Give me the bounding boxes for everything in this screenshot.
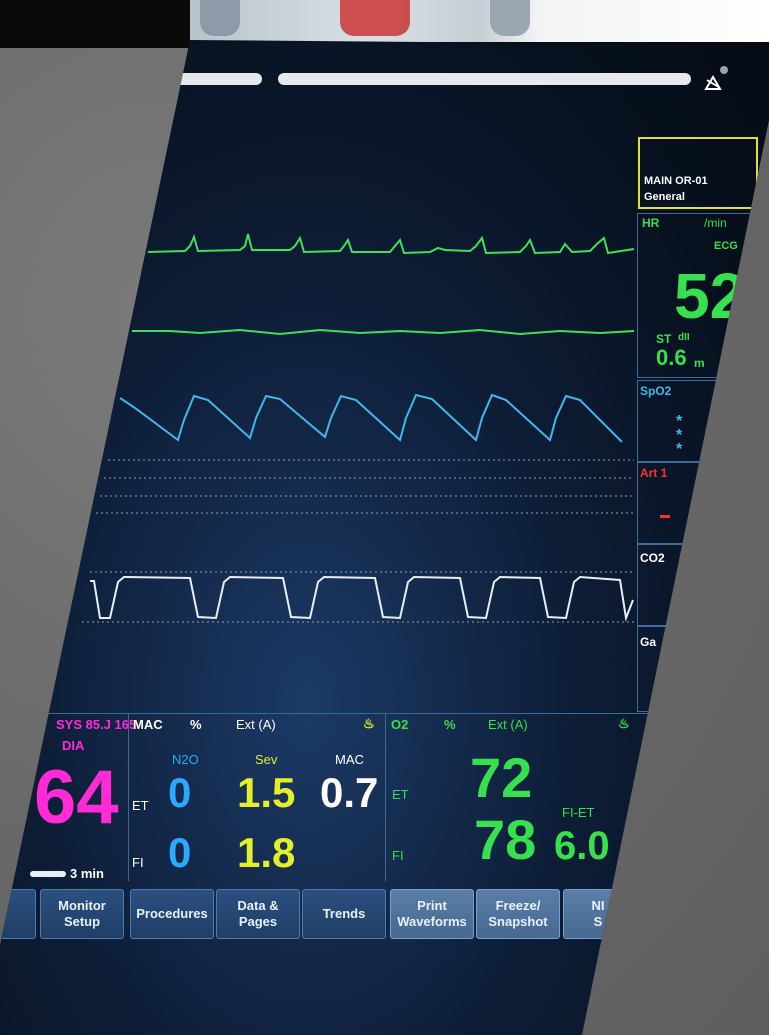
- ecg-waveform-1: [147, 233, 635, 255]
- spo2-star: *: [676, 441, 683, 458]
- sev-col-label: Sev: [255, 752, 278, 767]
- nibp-header: SYS 85.J 165: [56, 717, 137, 732]
- status-led-icon: [720, 66, 728, 74]
- equipment-tube: [200, 0, 240, 36]
- hr-unit: /min: [704, 216, 727, 230]
- fi-et-value: 6.0: [554, 824, 610, 868]
- mac-col-label: MAC: [335, 752, 364, 767]
- o2-ext: Ext (A): [488, 717, 528, 732]
- gas-label: Ga: [640, 635, 657, 649]
- st-value: 0.6: [656, 345, 687, 370]
- equipment-tube: [490, 0, 530, 36]
- o2-gas-icon: ♨: [618, 716, 630, 731]
- o2-title: O2: [391, 717, 409, 732]
- alarm-silence-icon[interactable]: [704, 74, 722, 92]
- et-n2o-value: 0: [168, 769, 192, 816]
- ecg-waveform-2: [132, 328, 635, 336]
- mac-gas-icon: ♨: [363, 716, 375, 731]
- print-waveforms-button[interactable]: Print Waveforms: [390, 889, 474, 939]
- o2-fi-row-label: FI: [392, 848, 404, 863]
- o2-et-row-label: ET: [392, 787, 409, 802]
- panel-divider: [0, 713, 769, 714]
- fi-n2o-value: 0: [168, 829, 192, 876]
- fi-et-label: FI-ET: [562, 805, 595, 820]
- nibp-interval: 3 min: [70, 866, 104, 881]
- profile-label: General: [644, 191, 685, 203]
- et-mac-value: 0.7: [320, 769, 379, 816]
- panel-divider: [128, 713, 129, 881]
- procedures-button[interactable]: Procedures: [130, 889, 214, 939]
- o2-fi-value: 78: [474, 808, 537, 871]
- art-bar-indicator: [660, 515, 670, 518]
- background-equipment-photo: [190, 0, 769, 42]
- o2-unit: %: [444, 717, 456, 732]
- mac-fi-row-label: FI: [132, 855, 144, 870]
- mac-title: MAC: [133, 717, 163, 732]
- spo2-star: *: [676, 413, 683, 430]
- spo2-label: SpO2: [640, 384, 672, 398]
- equipment-tube-red: [340, 0, 410, 36]
- nibp-dia-label: DIA: [62, 738, 85, 753]
- mac-et-row-label: ET: [132, 798, 149, 813]
- pleth-waveform: [119, 393, 623, 443]
- trends-button[interactable]: Trends: [302, 889, 386, 939]
- st-lead: dII: [678, 332, 690, 343]
- mac-unit: %: [190, 717, 202, 732]
- header-status-bar: [278, 73, 691, 85]
- panel-divider: [385, 713, 386, 881]
- hr-label: HR: [642, 216, 660, 230]
- hr-source: ECG: [714, 240, 738, 252]
- fi-sev-value: 1.8: [237, 829, 296, 876]
- freeze-snapshot-button[interactable]: Freeze/ Snapshot: [476, 889, 560, 939]
- st-unit: m: [694, 356, 705, 370]
- mac-ext: Ext (A): [236, 717, 276, 732]
- monitor-location-box[interactable]: MAIN OR-01 General: [638, 137, 758, 209]
- co2-label: CO2: [640, 551, 665, 565]
- spo2-star: *: [676, 427, 683, 444]
- st-label: ST: [656, 332, 672, 346]
- o2-et-value: 72: [470, 746, 533, 809]
- n2o-col-label: N2O: [172, 752, 199, 767]
- data-pages-button[interactable]: Data & Pages: [216, 889, 300, 939]
- nibp-value: 64: [34, 755, 119, 840]
- art-label: Art 1: [640, 466, 668, 480]
- monitor-setup-button[interactable]: Monitor Setup: [40, 889, 124, 939]
- nibp-timer-bar: [30, 871, 66, 877]
- co2-waveform: [90, 575, 634, 622]
- location-label: MAIN OR-01: [644, 175, 708, 187]
- et-sev-value: 1.5: [237, 769, 296, 816]
